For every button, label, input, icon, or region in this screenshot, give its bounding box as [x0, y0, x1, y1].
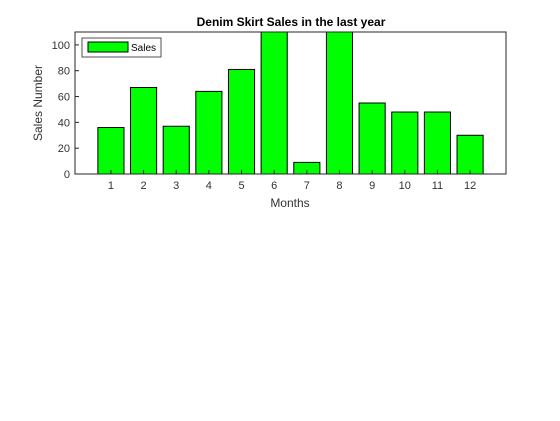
- x-tick-label: 5: [238, 180, 244, 192]
- x-tick-label: 1: [108, 180, 114, 192]
- chart-title: Denim Skirt Sales in the last year: [197, 15, 386, 29]
- x-tick-label: 9: [369, 180, 375, 192]
- y-tick-label: 0: [64, 169, 70, 181]
- y-tick-label: 80: [58, 66, 70, 78]
- bar-11: [423, 111, 451, 175]
- x-tick-label: 2: [141, 180, 147, 192]
- bar-1: [97, 127, 125, 175]
- bar-10: [391, 111, 419, 175]
- x-axis-label: Months: [270, 196, 309, 210]
- x-tick-label: 3: [173, 180, 179, 192]
- y-axis-label: Sales Number: [31, 65, 45, 141]
- x-tick-label: 4: [206, 180, 212, 192]
- bar-2: [130, 87, 158, 175]
- y-tick-label: 40: [58, 117, 70, 129]
- plot-frame: [74, 31, 507, 175]
- bar-5: [227, 68, 256, 175]
- bar-6: [260, 31, 288, 175]
- x-tick-label: 6: [271, 180, 277, 192]
- bar-3: [162, 125, 190, 175]
- y-axis-ticks: 0 20 40 60 80 100: [52, 40, 79, 181]
- bar-9: [358, 102, 386, 175]
- bars-layer: [97, 31, 484, 175]
- legend-swatch: [87, 41, 129, 53]
- y-tick-label: 20: [58, 143, 70, 155]
- x-tick-label: 10: [399, 180, 411, 192]
- bar-8: [325, 31, 354, 175]
- legend-label: Sales: [131, 43, 156, 54]
- y-tick-label: 60: [58, 92, 70, 104]
- bar-12: [456, 134, 484, 175]
- bar-4: [195, 90, 223, 175]
- y-tick-label: 100: [52, 40, 70, 52]
- x-tick-label: 11: [432, 180, 443, 192]
- x-tick-label: 8: [336, 180, 342, 192]
- x-tick-label: 12: [464, 180, 476, 192]
- x-tick-label: 7: [304, 180, 310, 192]
- x-axis-ticks: 1 2 3 4 5 6 7 8 9 10 11 12: [108, 170, 476, 192]
- legend: Sales: [81, 37, 162, 58]
